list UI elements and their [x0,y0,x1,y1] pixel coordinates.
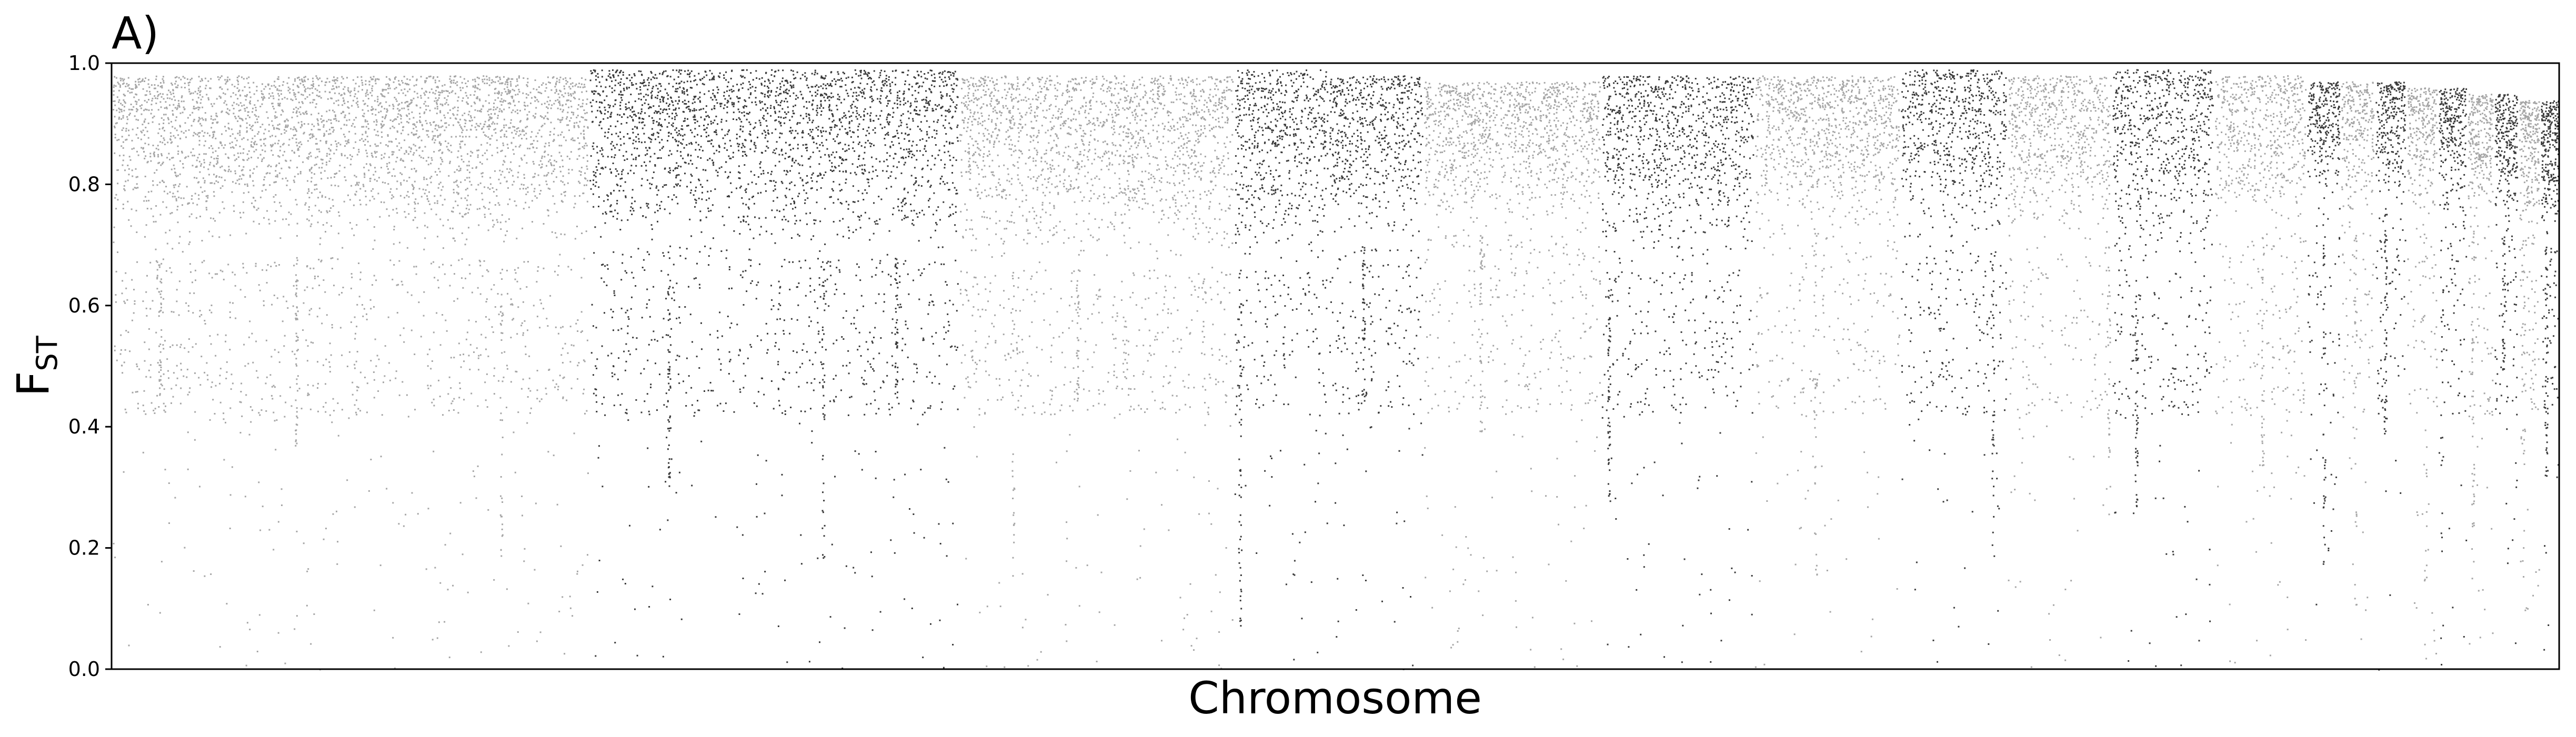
chromosome-15-scatter [2341,81,2375,640]
chromosome-4-scatter [959,75,1234,670]
chromosome-22-points [2541,100,2560,651]
chromosome-19-scatter [2468,94,2494,645]
chromosome-6-scatter [1329,75,1424,670]
chromosome-20-scatter [2494,94,2519,644]
y-axis-title: FST [7,335,64,397]
chromosome-14-scatter [2307,81,2341,605]
chromosome-2-scatter [589,69,735,658]
chromosome-19-points [2468,94,2494,645]
chromosome-7-points [1424,81,1601,670]
chromosome-3-points [736,69,959,670]
chromosome-22-scatter [2541,100,2560,651]
y-axis-title-main: F [7,371,59,396]
chromosome-21-points [2519,100,2540,611]
chromosome-8-scatter [1601,75,1755,663]
chromosome-8-points [1601,75,1755,663]
y-axis-title-subscript: ST [31,335,64,371]
y-tick-label: 0.8 [68,173,100,196]
chromosome-3-scatter [736,69,959,670]
plot-frame [111,62,2560,670]
chromosome-18-scatter [2438,87,2468,666]
y-tick-label: 0.4 [68,415,100,438]
chromosome-13-points [2215,75,2307,664]
chromosome-21-scatter [2519,100,2540,611]
chromosome-6-points [1329,75,1424,670]
chromosome-9-points [1755,75,1900,668]
scatter-points-layer [113,69,2560,671]
chromosome-20-points [2494,94,2519,644]
y-tick-label: 0.2 [68,537,100,560]
y-tick-label: 0.6 [68,294,100,317]
chromosome-4-points [959,75,1234,670]
chromosome-11-scatter [2008,75,2112,668]
chromosome-11-points [2008,75,2112,668]
chromosome-17-points [2407,87,2438,660]
chromosome-1-scatter [113,75,589,671]
chromosome-17-scatter [2407,87,2438,660]
chromosome-5-scatter [1234,69,1329,661]
x-axis-title: Chromosome [1188,672,1482,724]
chromosome-1-points [113,75,589,671]
panel-label: A) [112,7,159,59]
chromosome-13-scatter [2215,75,2307,664]
chromosome-10-points [1901,69,2008,663]
chromosome-12-scatter [2112,69,2214,667]
y-tick-label: 0.0 [68,658,100,681]
chromosome-9-scatter [1755,75,1900,668]
y-axis: 0.0 0.2 0.4 0.6 0.8 1.0 [68,52,112,681]
chromosome-5-points [1234,69,1329,661]
chromosome-18-points [2438,87,2468,666]
chromosome-7-scatter [1424,81,1601,670]
chromosome-14-points [2307,81,2341,605]
chromosome-12-points [2112,69,2214,667]
y-tick-label: 1.0 [68,52,100,75]
chromosome-2-points [589,69,735,658]
chromosome-15-points [2341,81,2375,640]
chromosome-16-scatter [2375,81,2407,671]
chromosome-10-scatter [1901,69,2008,663]
chromosome-16-points [2375,81,2407,671]
